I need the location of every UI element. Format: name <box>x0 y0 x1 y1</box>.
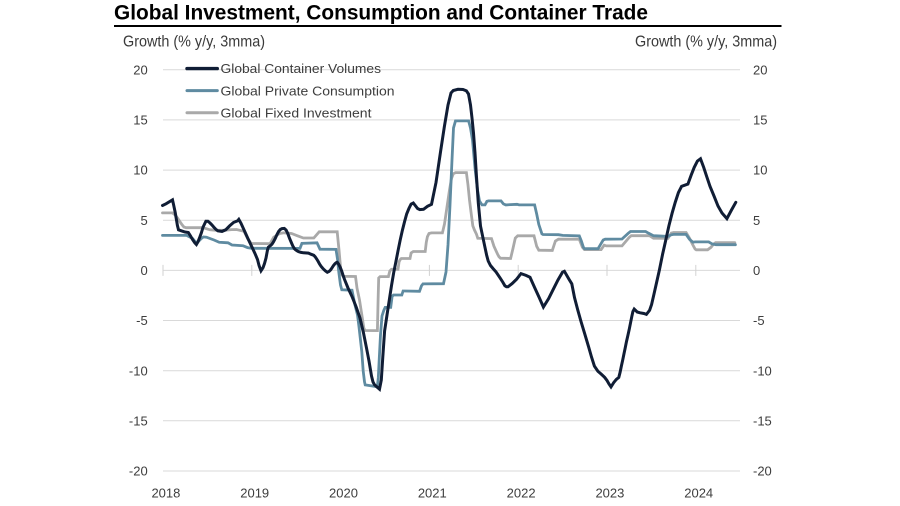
svg-text:15: 15 <box>133 113 147 128</box>
svg-text:-15: -15 <box>753 413 772 428</box>
svg-text:Global Investment, Consumption: Global Investment, Consumption and Conta… <box>114 2 648 25</box>
svg-text:2024: 2024 <box>684 486 713 501</box>
svg-text:-10: -10 <box>129 363 148 378</box>
svg-text:Global Fixed Investment: Global Fixed Investment <box>221 105 372 120</box>
svg-text:2022: 2022 <box>507 486 536 501</box>
svg-text:2023: 2023 <box>595 486 624 501</box>
svg-text:10: 10 <box>133 163 147 178</box>
svg-text:5: 5 <box>753 213 760 228</box>
svg-text:0: 0 <box>753 263 760 278</box>
svg-text:-20: -20 <box>129 464 148 479</box>
svg-text:Growth (% y/y, 3mma): Growth (% y/y, 3mma) <box>635 34 777 51</box>
svg-text:Global Private Consumption: Global Private Consumption <box>221 83 395 98</box>
svg-text:2021: 2021 <box>418 486 447 501</box>
svg-text:-10: -10 <box>753 363 772 378</box>
svg-text:5: 5 <box>140 213 147 228</box>
svg-text:-5: -5 <box>136 313 148 328</box>
svg-text:Global Container Volumes: Global Container Volumes <box>221 61 382 76</box>
svg-text:2018: 2018 <box>151 486 180 501</box>
svg-text:2020: 2020 <box>329 486 358 501</box>
svg-text:-15: -15 <box>129 413 148 428</box>
svg-text:2019: 2019 <box>240 486 269 501</box>
svg-text:10: 10 <box>753 163 767 178</box>
svg-text:-5: -5 <box>753 313 765 328</box>
svg-text:20: 20 <box>753 62 767 77</box>
svg-text:15: 15 <box>753 113 767 128</box>
svg-text:-20: -20 <box>753 464 772 479</box>
svg-text:20: 20 <box>133 62 147 77</box>
svg-text:0: 0 <box>140 263 147 278</box>
svg-text:Growth (% y/y, 3mma): Growth (% y/y, 3mma) <box>123 34 265 51</box>
